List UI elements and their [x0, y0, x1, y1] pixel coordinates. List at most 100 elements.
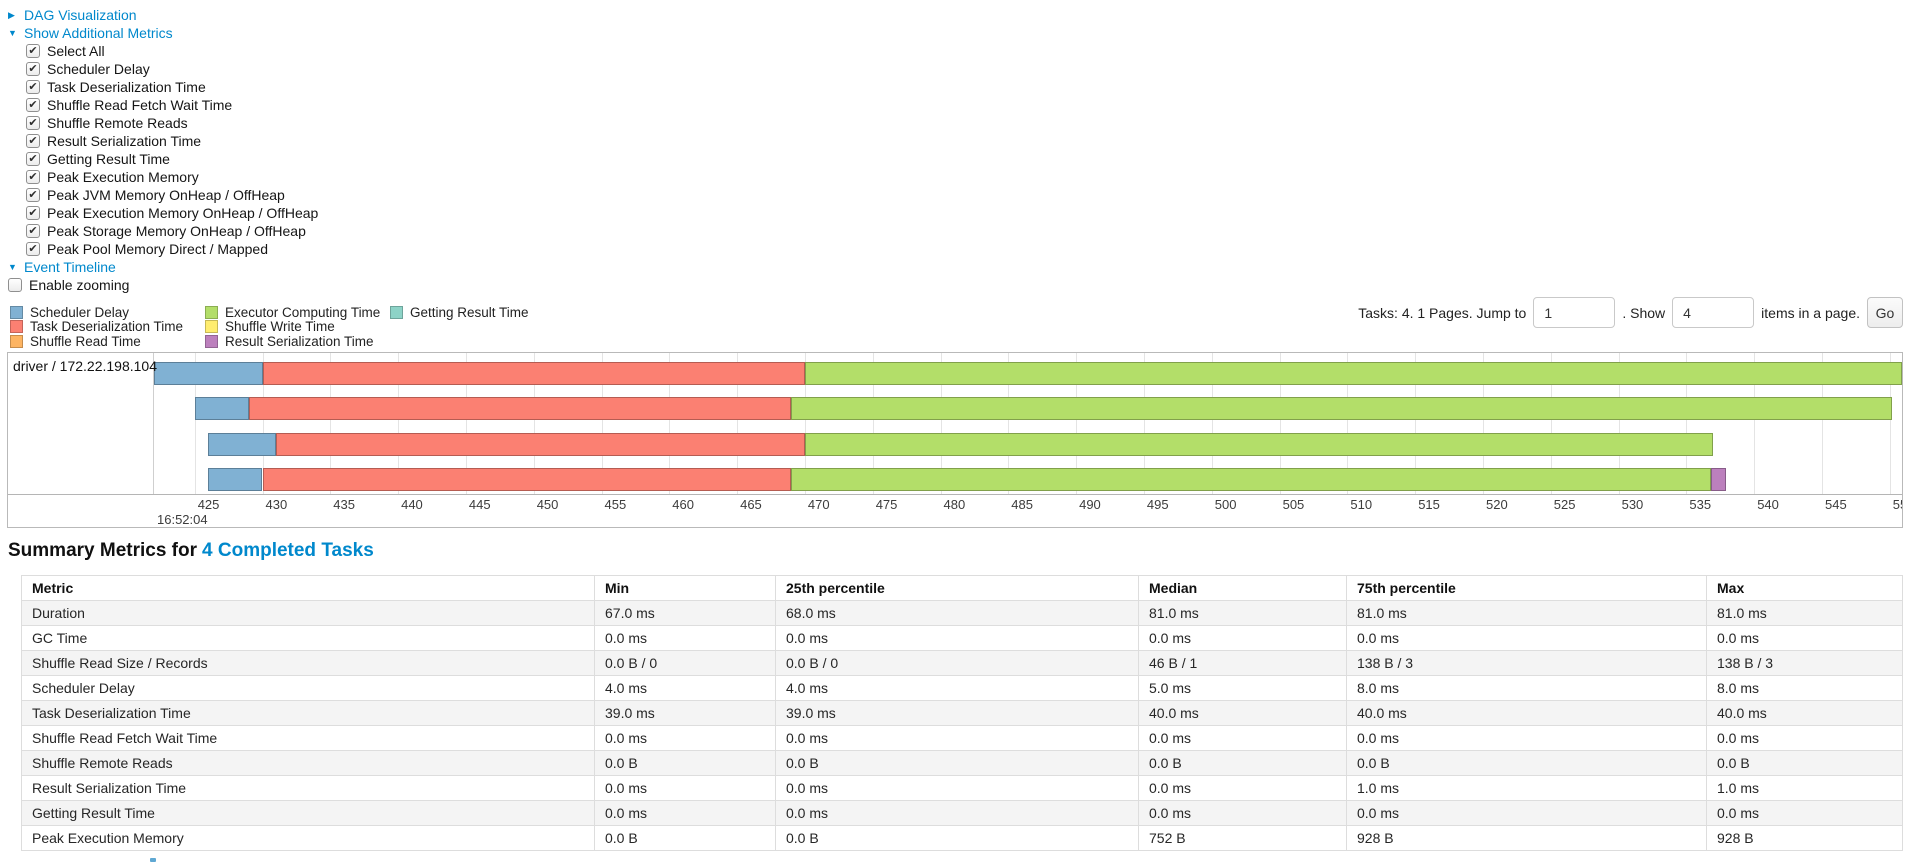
metric-value-cell: 46 B / 1	[1138, 650, 1347, 676]
metric-value-cell: 138 B / 3	[1346, 650, 1707, 676]
summary-metrics-title-text: Summary Metrics for	[8, 540, 198, 561]
legend-swatch	[10, 320, 23, 334]
timeline-gridline	[1279, 353, 1281, 494]
task-segment-task-deserialization-time[interactable]	[262, 362, 805, 385]
metric-checkbox-label: Shuffle Read Fetch Wait Time	[47, 97, 233, 113]
pagination-separator-text: . Show	[1622, 304, 1666, 321]
metric-checkbox-row: Select All	[8, 42, 318, 60]
metric-name-cell: Shuffle Read Fetch Wait Time	[21, 725, 595, 751]
task-segment-result-serialization-time[interactable]	[1710, 468, 1726, 491]
metric-value-cell: 4.0 ms	[594, 675, 776, 701]
metric-value-cell: 0.0 ms	[594, 725, 776, 751]
timeline-gridline	[398, 353, 400, 494]
table-header-cell: Metric	[21, 575, 595, 601]
legend-label: Task Deserialization Time	[30, 319, 184, 335]
summary-metrics-heading: Summary Metrics for 4 Completed Tasks	[8, 540, 374, 562]
metric-value-cell: 0.0 ms	[1706, 625, 1903, 651]
task-segment-task-deserialization-time[interactable]	[262, 468, 792, 491]
task-segment-executor-computing-time[interactable]	[791, 397, 1893, 420]
metric-value-cell: 0.0 ms	[775, 800, 1139, 826]
show-additional-metrics-link[interactable]: Show Additional Metrics	[24, 25, 173, 41]
timeline-tick-label: 455	[604, 497, 627, 512]
task-segment-scheduler-delay[interactable]	[194, 397, 249, 420]
metric-checkbox[interactable]	[26, 242, 40, 256]
metric-value-cell: 67.0 ms	[594, 600, 776, 626]
metric-checkbox-label: Getting Result Time	[47, 151, 170, 167]
metric-checkbox-row: Peak Execution Memory OnHeap / OffHeap	[8, 204, 318, 222]
metric-value-cell: 8.0 ms	[1706, 675, 1903, 701]
timeline-gridline	[533, 353, 535, 494]
timeline-tick-label: 460	[672, 497, 694, 512]
metric-checkbox[interactable]	[26, 170, 40, 184]
event-timeline-link[interactable]: Event Timeline	[24, 259, 116, 275]
task-segment-executor-computing-time[interactable]	[804, 362, 1902, 385]
show-additional-metrics-toggle[interactable]: Show Additional Metrics	[8, 24, 318, 42]
metric-checkbox[interactable]	[26, 188, 40, 202]
timeline-gridline	[1211, 353, 1213, 494]
legend-label: Result Serialization Time	[225, 333, 374, 349]
task-segment-scheduler-delay[interactable]	[208, 468, 263, 491]
metric-checkbox[interactable]	[26, 206, 40, 220]
legend-item: Task Deserialization Time	[10, 319, 205, 335]
event-timeline-toggle[interactable]: Event Timeline	[8, 258, 318, 276]
task-segment-task-deserialization-time[interactable]	[248, 397, 792, 420]
metric-value-cell: 0.0 ms	[775, 725, 1139, 751]
legend-label: Getting Result Time	[410, 304, 529, 320]
table-row: Scheduler Delay 4.0 ms 4.0 ms 5.0 ms 8.0 ms 8…	[21, 675, 1903, 701]
items-per-page-input[interactable]	[1672, 297, 1755, 328]
metric-value-cell: 0.0 ms	[594, 775, 776, 801]
metric-value-cell: 40.0 ms	[1346, 700, 1707, 726]
metric-value-cell: 0.0 B	[594, 750, 776, 776]
metric-value-cell: 0.0 B	[775, 825, 1139, 851]
timeline-gridline	[1889, 353, 1891, 494]
metric-checkbox[interactable]	[26, 98, 40, 112]
metric-name-cell: Result Serialization Time	[21, 775, 595, 801]
metric-value-cell: 0.0 B / 0	[594, 650, 776, 676]
legend-column: Scheduler Delay Task Deserialization Time…	[10, 305, 205, 349]
legend-column: Getting Result Time	[390, 305, 529, 349]
timeline-tick-label: 515	[1418, 497, 1440, 512]
task-segment-task-deserialization-time[interactable]	[276, 433, 805, 456]
metric-value-cell: 39.0 ms	[594, 700, 776, 726]
metric-checkbox-row: Shuffle Read Fetch Wait Time	[8, 96, 318, 114]
enable-zooming-checkbox[interactable]	[8, 278, 22, 292]
completed-tasks-link[interactable]: 4 Completed Tasks	[202, 540, 374, 561]
go-button[interactable]: Go	[1867, 297, 1903, 328]
task-segment-executor-computing-time[interactable]	[804, 433, 1714, 456]
metric-checkbox[interactable]	[26, 44, 40, 58]
metric-value-cell: 1.0 ms	[1346, 775, 1707, 801]
metric-checkbox-row: Peak Storage Memory OnHeap / OffHeap	[8, 222, 318, 240]
metric-value-cell: 39.0 ms	[775, 700, 1139, 726]
metric-checkbox[interactable]	[26, 80, 40, 94]
metric-value-cell: 0.0 B	[775, 750, 1139, 776]
metric-checkbox[interactable]	[26, 116, 40, 130]
timeline-group-column: driver / 172.22.198.104	[8, 353, 157, 494]
metric-value-cell: 0.0 ms	[1138, 775, 1347, 801]
task-segment-scheduler-delay[interactable]	[208, 433, 276, 456]
timeline-tick-label: 490	[1079, 497, 1101, 512]
jump-to-page-input[interactable]	[1533, 297, 1616, 328]
task-segment-executor-computing-time[interactable]	[791, 468, 1711, 491]
timeline-gridline	[1618, 353, 1620, 494]
metric-name-cell: Scheduler Delay	[21, 675, 595, 701]
metric-checkbox-row: Peak Execution Memory	[8, 168, 318, 186]
metric-checkbox[interactable]	[26, 224, 40, 238]
metric-value-cell: 0.0 ms	[1346, 725, 1707, 751]
table-row: Shuffle Read Size / Records 0.0 B / 0 0.0 …	[21, 650, 1903, 676]
timeline-tick-label: 520	[1486, 497, 1508, 512]
metric-checkbox[interactable]	[26, 134, 40, 148]
dag-visualization-link[interactable]: DAG Visualization	[24, 7, 137, 23]
metric-checkbox[interactable]	[26, 152, 40, 166]
metric-name-cell: Task Deserialization Time	[21, 700, 595, 726]
table-header-cell: Median	[1138, 575, 1347, 601]
task-segment-scheduler-delay[interactable]	[154, 362, 263, 385]
dag-visualization-toggle[interactable]: DAG Visualization	[8, 6, 318, 24]
metric-checkbox[interactable]	[26, 62, 40, 76]
legend-column: Executor Computing Time Shuffle Write Tim…	[205, 305, 390, 349]
timeline-tick-label: 450	[536, 497, 559, 512]
table-row: GC Time 0.0 ms 0.0 ms 0.0 ms 0.0 ms 0.0 ms	[21, 625, 1903, 651]
timeline-gridline	[1415, 353, 1417, 494]
metric-value-cell: 752 B	[1138, 825, 1347, 851]
table-row: Duration 67.0 ms 68.0 ms 81.0 ms 81.0 ms 81.0…	[21, 600, 1903, 626]
timeline-gridline	[262, 353, 264, 494]
